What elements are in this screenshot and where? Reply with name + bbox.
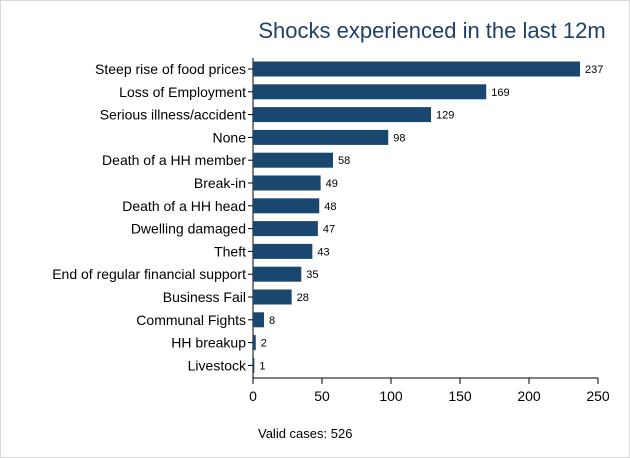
data-label: 2 <box>261 338 267 350</box>
category-label: Steep rise of food prices <box>95 61 246 77</box>
category-label: None <box>213 129 247 145</box>
data-label: 35 <box>306 269 318 281</box>
category-label: Serious illness/accident <box>100 107 246 123</box>
x-tick-label: 100 <box>379 388 403 404</box>
category-label: Loss of Employment <box>119 84 246 100</box>
data-label: 43 <box>317 246 329 258</box>
data-label: 48 <box>324 201 336 213</box>
valid-cases-note: Valid cases: 526 <box>258 426 352 441</box>
bar <box>253 152 334 168</box>
bar <box>253 312 265 328</box>
category-label: Death of a HH head <box>122 198 246 214</box>
x-tick-label: 250 <box>586 388 610 404</box>
x-tick-label: 150 <box>448 388 472 404</box>
bar <box>253 129 389 145</box>
bar <box>253 289 292 305</box>
data-label: 237 <box>585 64 603 76</box>
bar <box>253 357 255 373</box>
category-label: Livestock <box>188 357 247 373</box>
category-label: Theft <box>214 243 246 259</box>
data-label: 8 <box>269 315 275 327</box>
plot-area: Steep rise of food prices 237 Loss of Empl… <box>52 58 610 404</box>
data-label: 49 <box>326 178 338 190</box>
category-label: Dwelling damaged <box>131 221 246 237</box>
bar <box>253 221 318 237</box>
category-label: Communal Fights <box>136 312 246 328</box>
data-label: 58 <box>338 155 350 167</box>
x-tick-label: 50 <box>314 388 330 404</box>
chart-title: Shocks experienced in the last 12m <box>258 18 605 43</box>
x-tick-label: 200 <box>517 388 541 404</box>
data-label: 1 <box>259 360 265 372</box>
category-label: End of regular financial support <box>52 266 246 282</box>
category-label: HH breakup <box>171 335 246 351</box>
category-label: Business Fail <box>163 289 246 305</box>
data-label: 169 <box>491 87 509 99</box>
data-label: 47 <box>323 224 335 236</box>
bar <box>253 84 487 100</box>
data-label: 129 <box>436 110 454 122</box>
category-label: Break-in <box>194 175 246 191</box>
bar <box>253 198 320 214</box>
x-tick-label: 0 <box>249 388 257 404</box>
data-label: 98 <box>393 132 405 144</box>
bar <box>253 175 321 191</box>
bar <box>253 243 313 259</box>
data-label: 28 <box>297 292 309 304</box>
bar <box>253 266 302 282</box>
bar <box>253 335 256 351</box>
bar <box>253 107 432 123</box>
category-label: Death of a HH member <box>102 152 246 168</box>
bar <box>253 61 581 77</box>
